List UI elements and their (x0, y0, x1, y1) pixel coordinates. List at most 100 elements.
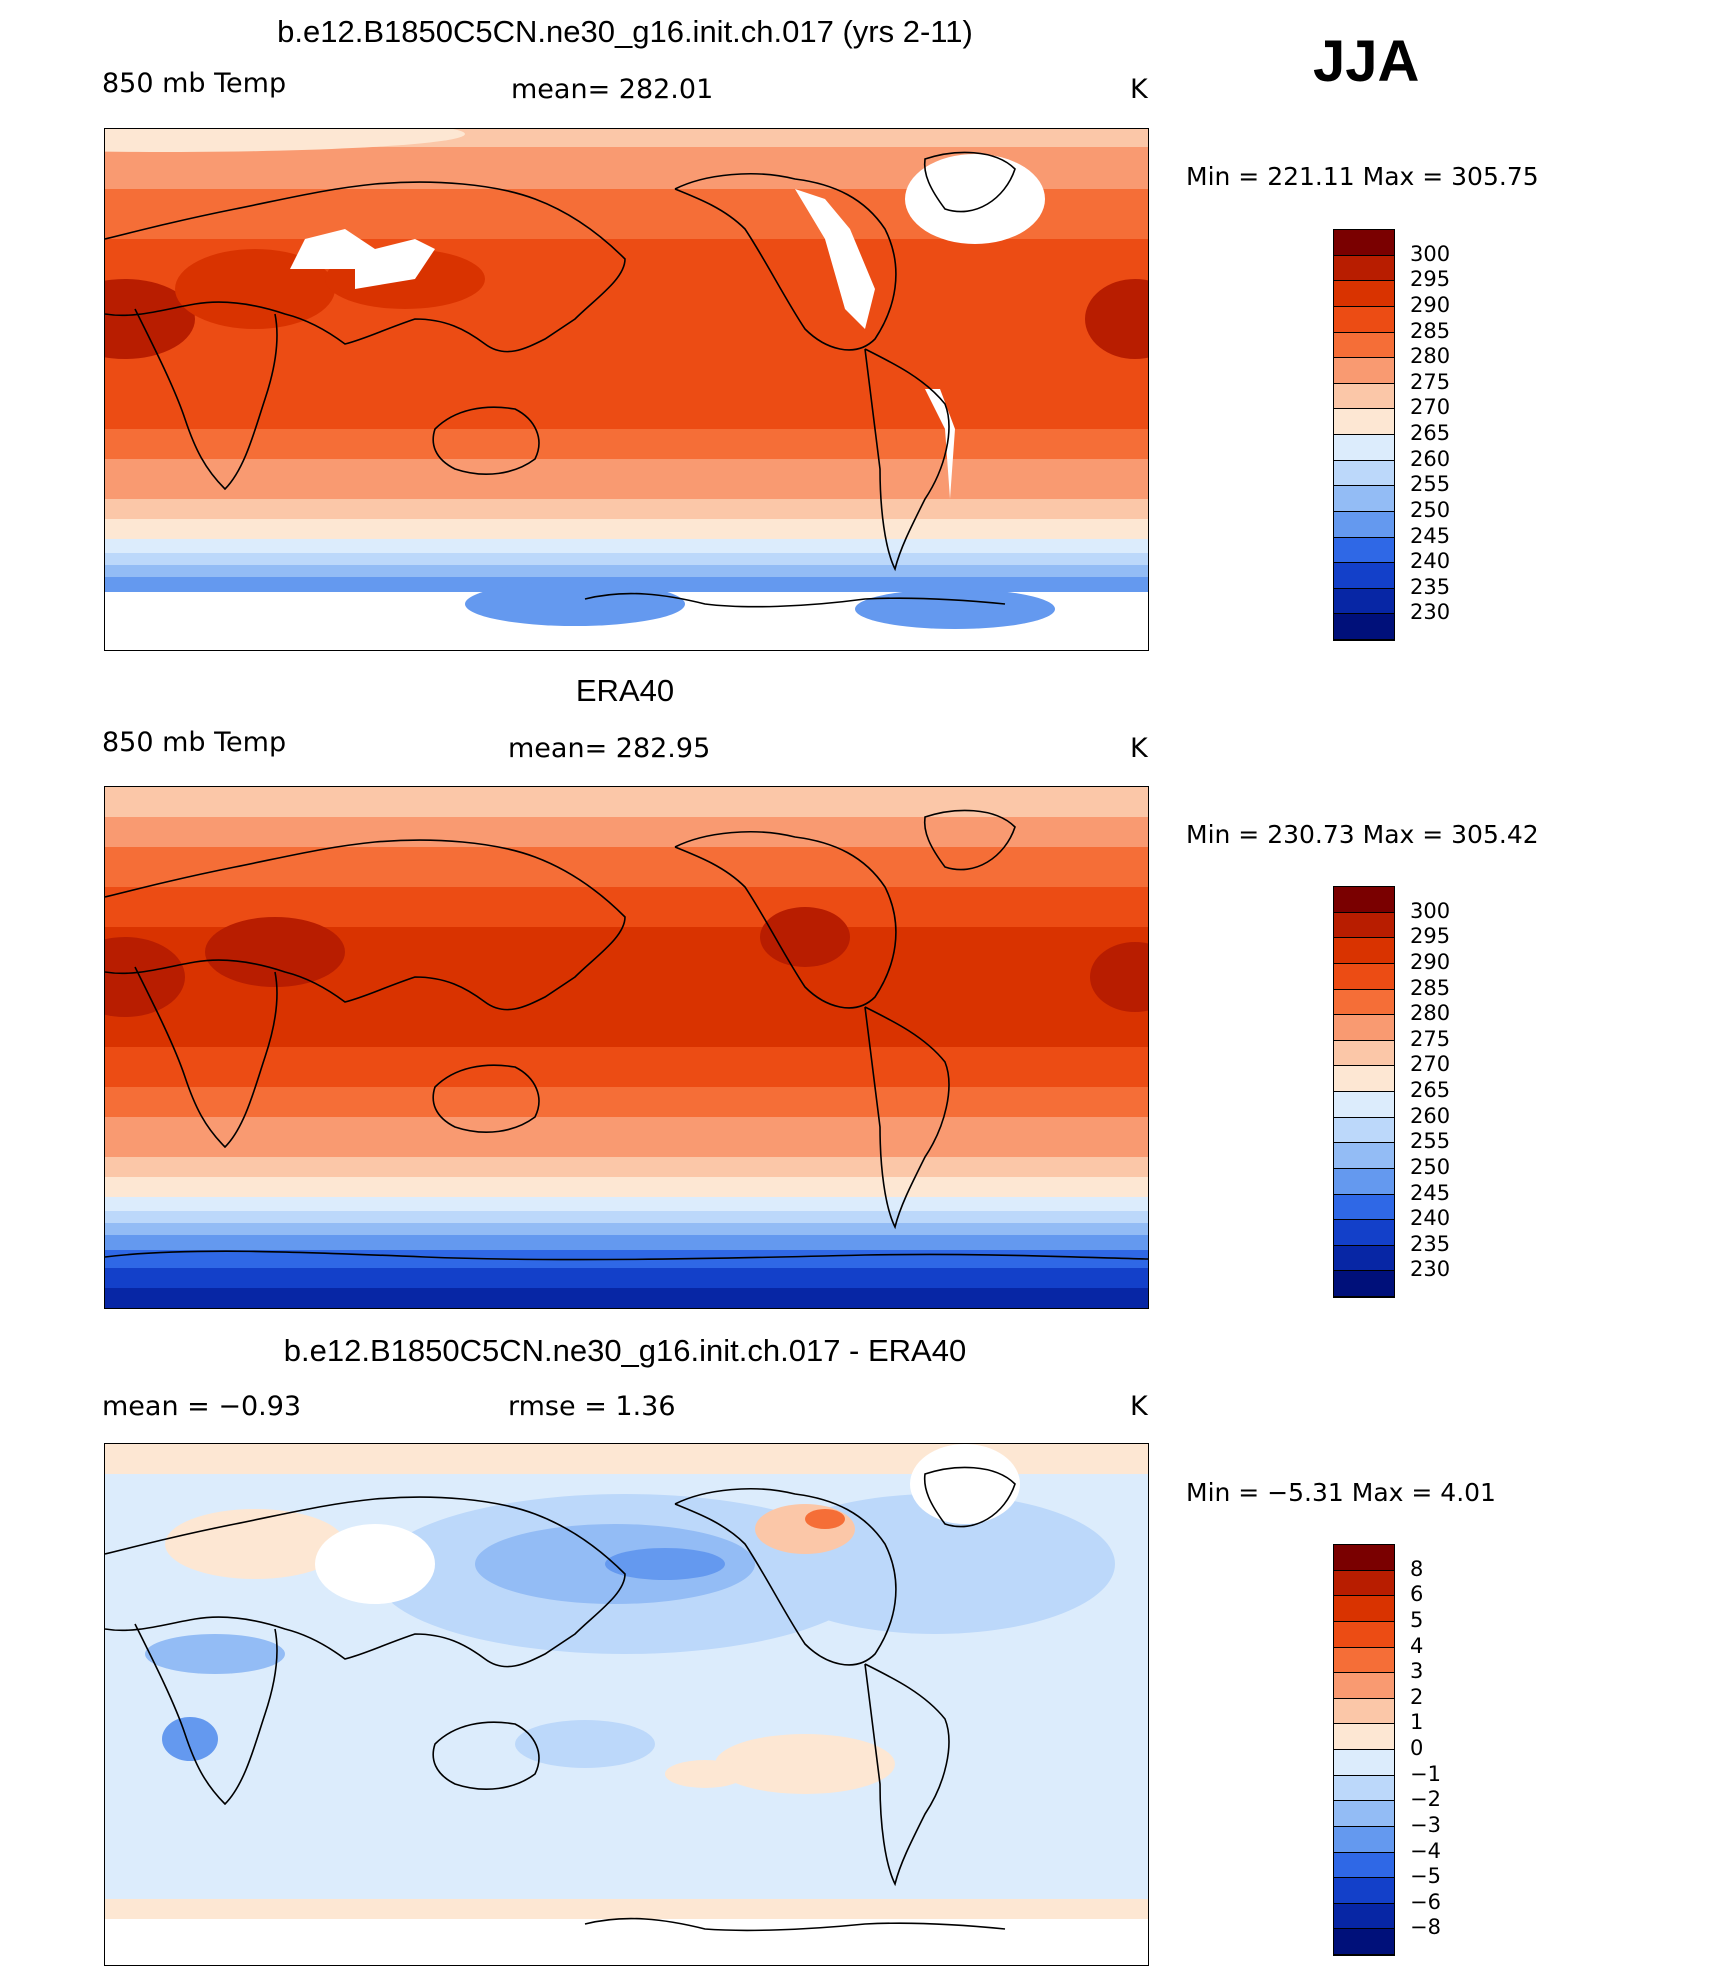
colorbar-label: 5 (1410, 1607, 1424, 1632)
colorbar-label: −2 (1410, 1787, 1441, 1812)
season-label: JJA (1313, 29, 1420, 94)
colorbar-box (1334, 1570, 1394, 1597)
colorbar-box (1334, 1673, 1394, 1699)
colorbar-label: 270 (1410, 395, 1451, 420)
panel3-mean-label: mean = −0.93 (102, 1391, 302, 1422)
colorbar-label: 8 (1410, 1556, 1424, 1581)
panel1-minmax: Min = 221.11 Max = 305.75 (1186, 162, 1539, 191)
colorbar-label: 290 (1410, 292, 1451, 317)
colorbar-label: 285 (1410, 318, 1451, 343)
colorbar-box (1334, 1929, 1394, 1955)
colorbar-box (1334, 230, 1394, 256)
colorbar-box (1334, 1621, 1394, 1648)
colorbar-box (1334, 1220, 1394, 1246)
panel3-colorbar (1333, 1544, 1395, 1956)
colorbar-box (1334, 1903, 1394, 1930)
colorbar-box (1334, 1724, 1394, 1750)
colorbar-box (1334, 1775, 1394, 1802)
colorbar-box (1334, 281, 1394, 307)
colorbar-box (1334, 358, 1394, 384)
panel3-difference-map (104, 1443, 1149, 1966)
panel2-mean-label: mean= 282.95 (508, 733, 711, 764)
panel2-variable-label: 850 mb Temp (102, 727, 287, 758)
colorbar-label: 265 (1410, 1078, 1451, 1102)
colorbar-label: 245 (1410, 1180, 1451, 1205)
panel1-colorbar (1333, 229, 1395, 641)
colorbar-box (1334, 435, 1394, 461)
colorbar-label: 6 (1410, 1582, 1424, 1607)
colorbar-box (1334, 614, 1394, 640)
colorbar-box (1334, 1271, 1394, 1297)
colorbar-box (1334, 887, 1394, 913)
colorbar-label: 235 (1410, 1231, 1451, 1256)
colorbar-box (1334, 1750, 1394, 1776)
colorbar-label: 230 (1410, 600, 1451, 625)
colorbar-label: 4 (1410, 1633, 1424, 1658)
colorbar-label: −8 (1410, 1915, 1441, 1940)
colorbar-label: 275 (1410, 369, 1451, 394)
panel1-title: b.e12.B1850C5CN.ne30_g16.init.ch.017 (yr… (277, 14, 973, 49)
colorbar-box (1334, 912, 1394, 939)
colorbar-label: 250 (1410, 497, 1451, 522)
colorbar-box (1334, 537, 1394, 564)
colorbar-box (1334, 963, 1394, 990)
colorbar-label: 270 (1410, 1052, 1451, 1077)
colorbar-box (1334, 938, 1394, 964)
colorbar-label: 280 (1410, 1001, 1451, 1026)
colorbar-box (1334, 511, 1394, 538)
colorbar-label: 235 (1410, 574, 1451, 599)
colorbar-box (1334, 460, 1394, 487)
colorbar-label: 1 (1410, 1710, 1424, 1735)
colorbar-box (1334, 1545, 1394, 1571)
colorbar-label: 245 (1410, 523, 1451, 548)
colorbar-box (1334, 1698, 1394, 1725)
panel2-temperature-map (104, 786, 1149, 1309)
colorbar-box (1334, 1143, 1394, 1169)
colorbar-box (1334, 1092, 1394, 1118)
colorbar-box (1334, 486, 1394, 512)
colorbar-label: 285 (1410, 975, 1451, 1000)
colorbar-box (1334, 1596, 1394, 1622)
colorbar-box (1334, 1040, 1394, 1067)
panel1-temperature-map (104, 128, 1149, 651)
colorbar-box (1334, 1194, 1394, 1221)
colorbar-box (1334, 989, 1394, 1016)
colorbar-label: 295 (1410, 924, 1451, 949)
colorbar-label: 255 (1410, 1129, 1451, 1154)
colorbar-label: 2 (1410, 1684, 1424, 1709)
colorbar-label: 240 (1410, 1206, 1451, 1231)
colorbar-label: 255 (1410, 472, 1451, 497)
colorbar-label: 0 (1410, 1736, 1424, 1760)
panel2-colorbar (1333, 886, 1395, 1298)
colorbar-label: 260 (1410, 446, 1451, 471)
colorbar-label: 280 (1410, 344, 1451, 369)
colorbar-label: −6 (1410, 1889, 1441, 1914)
colorbar-box (1334, 1168, 1394, 1195)
colorbar-box (1334, 332, 1394, 359)
colorbar-label: 3 (1410, 1659, 1424, 1684)
colorbar-box (1334, 1801, 1394, 1827)
colorbar-label: 240 (1410, 549, 1451, 574)
colorbar-box (1334, 1852, 1394, 1879)
colorbar-label: −3 (1410, 1812, 1441, 1837)
panel2-title: ERA40 (575, 673, 675, 708)
panel3-title: b.e12.B1850C5CN.ne30_g16.init.ch.017 - E… (283, 1333, 967, 1368)
colorbar-label: −1 (1410, 1761, 1441, 1786)
colorbar-label: −5 (1410, 1864, 1441, 1889)
colorbar-label: 300 (1410, 241, 1451, 266)
colorbar-label: 295 (1410, 267, 1451, 292)
panel1-units-label: K (1130, 74, 1148, 105)
colorbar-box (1334, 409, 1394, 435)
colorbar-box (1334, 383, 1394, 410)
colorbar-box (1334, 1826, 1394, 1853)
panel2-units-label: K (1130, 733, 1148, 764)
colorbar-box (1334, 1878, 1394, 1904)
colorbar-label: 260 (1410, 1103, 1451, 1128)
colorbar-label: 300 (1410, 898, 1451, 923)
colorbar-box (1334, 588, 1394, 615)
colorbar-box (1334, 1117, 1394, 1144)
panel2-minmax: Min = 230.73 Max = 305.42 (1186, 820, 1539, 849)
colorbar-label: 275 (1410, 1026, 1451, 1051)
panel3-minmax: Min = −5.31 Max = 4.01 (1186, 1478, 1496, 1507)
colorbar-box (1334, 255, 1394, 282)
